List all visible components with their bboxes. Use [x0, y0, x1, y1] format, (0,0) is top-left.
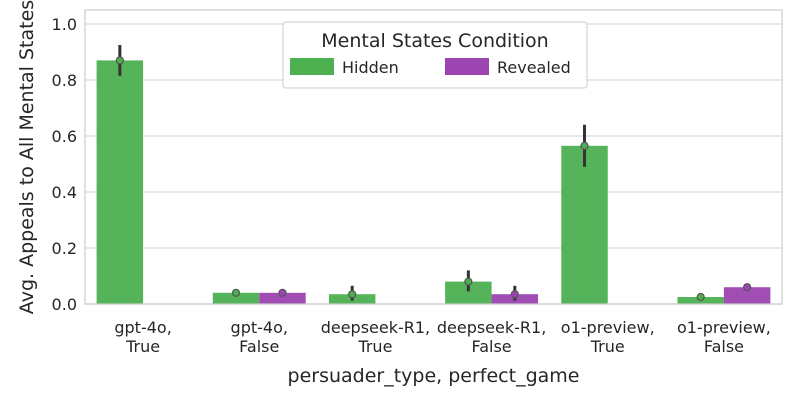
x-tick-label: gpt-4o, False — [231, 318, 288, 356]
y-tick-label: 1.0 — [52, 15, 77, 34]
mean-point — [348, 290, 357, 299]
y-tick-label: 0.6 — [52, 127, 77, 146]
x-tick-line1: gpt-4o, — [231, 318, 288, 337]
error-bars — [115, 45, 752, 302]
x-tick-label: gpt-4o, True — [114, 318, 171, 356]
y-tick-label: 0.2 — [52, 239, 77, 258]
x-tick-line2: False — [239, 337, 279, 356]
legend-swatch-revealed — [445, 58, 489, 75]
y-tick-label: 0.8 — [52, 71, 77, 90]
y-axis-label: Avg. Appeals to All Mental States — [16, 0, 38, 314]
mean-point — [510, 290, 519, 299]
x-tick-line1: gpt-4o, — [114, 318, 171, 337]
legend-label-revealed: Revealed — [497, 58, 571, 77]
y-tick-label: 0.4 — [52, 183, 77, 202]
x-tick-line2: True — [590, 337, 625, 356]
bars — [96, 60, 771, 305]
x-tick-line2: True — [125, 337, 160, 356]
mean-point — [696, 292, 705, 302]
legend-swatch-hidden — [290, 58, 334, 75]
x-tick-line1: deepseek-R1, — [437, 318, 546, 337]
x-tick-line2: False — [471, 337, 511, 356]
plot-frame — [84, 9, 783, 305]
x-tick-label: o1-preview, True — [561, 318, 655, 356]
x-tick-label: deepseek-R1, False — [437, 318, 546, 356]
bar-revealed — [723, 287, 771, 304]
bar-revealed — [259, 292, 306, 304]
y-tick-label: 0.0 — [52, 295, 77, 314]
legend: Mental States Condition Hidden Revealed — [282, 21, 588, 89]
mean-point — [464, 277, 473, 286]
x-tick-line1: o1-preview, — [561, 318, 655, 337]
x-tick-line1: deepseek-R1, — [321, 318, 430, 337]
x-tick-label: o1-preview, False — [677, 318, 771, 356]
x-tick-line2: True — [357, 337, 392, 356]
x-axis-label: persuader_type, perfect_game — [288, 365, 580, 387]
mean-point — [580, 141, 589, 150]
mean-point — [278, 288, 287, 297]
mean-point — [231, 288, 241, 297]
legend-label-hidden: Hidden — [342, 58, 399, 77]
y-tick-labels: 0.0 0.2 0.4 0.6 0.8 1.0 — [52, 15, 77, 314]
x-tick-line2: False — [704, 337, 744, 356]
bar-hidden — [445, 281, 492, 304]
mean-point — [115, 56, 124, 65]
mean-point — [743, 283, 752, 292]
bar-hidden — [561, 145, 608, 304]
x-tick-label: deepseek-R1, True — [321, 318, 430, 356]
legend-title: Mental States Condition — [321, 30, 548, 52]
x-tick-line1: o1-preview, — [677, 318, 771, 337]
bar-hidden — [212, 292, 260, 304]
legend-box — [282, 21, 588, 89]
bar-hidden — [96, 60, 144, 305]
